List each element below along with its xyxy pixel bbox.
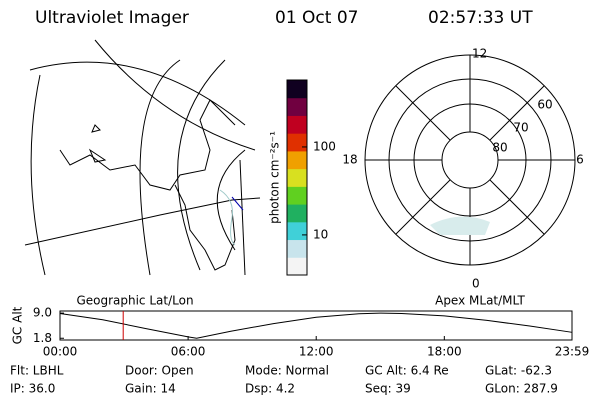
colorbar-tick-label: 100	[313, 139, 336, 153]
annotation: Apex MLat/MLT	[435, 294, 525, 308]
x-tick-label: 18:00	[427, 345, 462, 359]
y-tick-label: 9.0	[33, 306, 52, 320]
color-step	[287, 221, 307, 241]
status-field: GLat: -62.3	[485, 364, 552, 378]
mlt-label: 0	[472, 277, 480, 291]
time: 02:57:33 UT	[428, 8, 533, 28]
color-step	[287, 204, 307, 223]
plot-frame	[59, 310, 573, 341]
color-step	[287, 168, 307, 187]
status-field: Dsp: 4.2	[245, 382, 295, 396]
x-tick-label: 12:00	[299, 345, 334, 359]
lat-label: 80	[492, 141, 507, 155]
colorbar-label: photon cm⁻²s⁻¹	[268, 131, 282, 224]
x-tick-label: 06:00	[171, 345, 206, 359]
colorbar-frame	[286, 79, 308, 276]
lat-label: 60	[537, 98, 552, 112]
color-step	[287, 150, 307, 170]
color-step	[287, 257, 307, 276]
color-step	[287, 97, 307, 116]
y-tick-label: 1.8	[33, 331, 52, 345]
mlt-label: 12	[472, 47, 487, 61]
status-field: Seq: 39	[365, 382, 411, 396]
colorbar-tick-label: 10	[313, 227, 328, 241]
status-field: Flt: LBHL	[10, 364, 64, 378]
status-field: GC Alt: 6.4 Re	[365, 364, 449, 378]
status-field: IP: 36.0	[10, 382, 55, 396]
mlt-label: 6	[576, 153, 584, 167]
status-field: Door: Open	[125, 364, 194, 378]
mlt-label: 18	[342, 153, 357, 167]
lat-label: 70	[513, 121, 528, 135]
color-step	[287, 239, 307, 258]
color-step	[287, 80, 307, 99]
status-field: Mode: Normal	[245, 364, 329, 378]
annotation: Geographic Lat/Lon	[76, 294, 193, 308]
status-field: Gain: 14	[125, 382, 176, 396]
color-step	[287, 115, 307, 134]
x-tick-label: 00:00	[43, 345, 78, 359]
y-axis-label: GC Alt	[11, 306, 25, 344]
polar-grid	[364, 54, 576, 266]
date: 01 Oct 07	[275, 8, 358, 28]
color-step	[287, 186, 307, 205]
map	[24, 39, 261, 276]
color-step	[287, 133, 307, 152]
status-field: GLon: 287.9	[485, 382, 558, 396]
altitude-line	[59, 312, 573, 339]
x-tick-label: 23:59	[555, 345, 590, 359]
title: Ultraviolet Imager	[35, 8, 189, 28]
